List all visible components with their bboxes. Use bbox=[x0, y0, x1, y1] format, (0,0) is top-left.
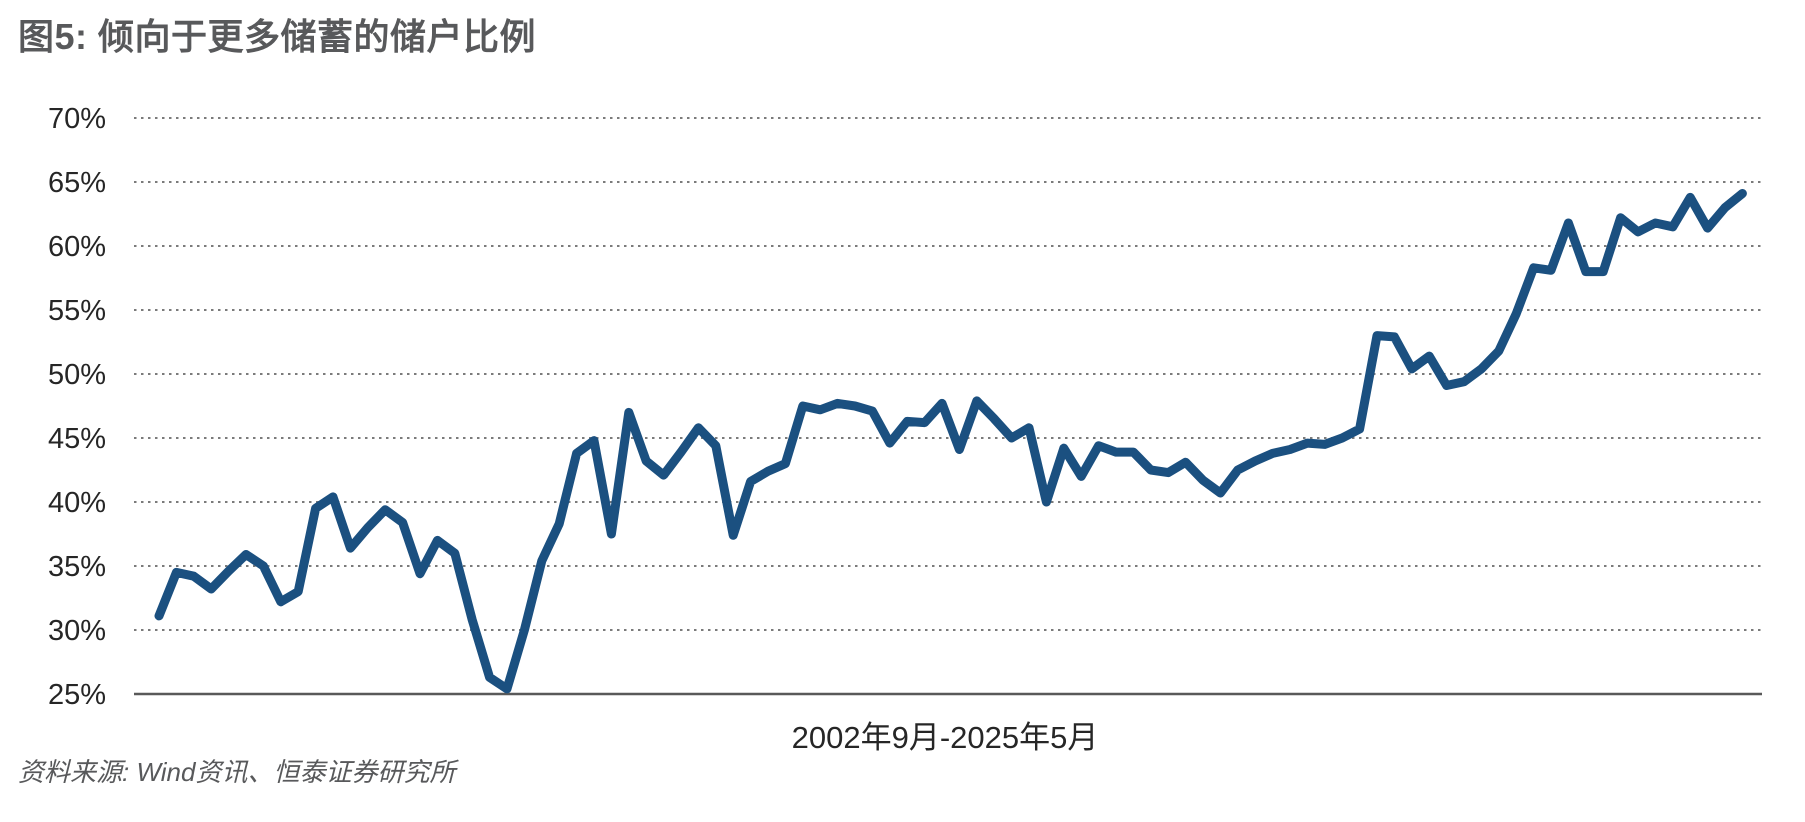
data-line-savings-propensity bbox=[154, 189, 1747, 694]
y-tick-label: 65% bbox=[48, 167, 106, 199]
y-tick-label: 30% bbox=[48, 615, 106, 647]
chart-title: 图5: 倾向于更多储蓄的储户比例 bbox=[18, 16, 537, 57]
y-tick-label: 60% bbox=[48, 231, 106, 263]
y-tick-label: 40% bbox=[48, 487, 106, 519]
y-tick-label: 55% bbox=[48, 295, 106, 327]
y-tick-label: 70% bbox=[48, 103, 106, 135]
y-tick-label: 35% bbox=[48, 551, 106, 583]
y-tick-label: 25% bbox=[48, 679, 106, 711]
source-note: 资料来源: Wind资讯、恒泰证券研究所 bbox=[18, 757, 456, 787]
x-axis-label: 2002年9月-2025年5月 bbox=[791, 720, 1099, 755]
y-tick-label: 45% bbox=[48, 423, 106, 455]
y-tick-label: 50% bbox=[48, 359, 106, 391]
